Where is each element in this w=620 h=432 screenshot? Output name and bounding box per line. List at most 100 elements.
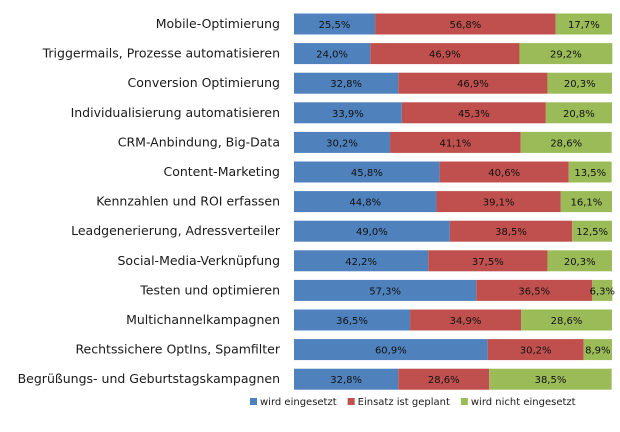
data-label: 32,8% — [330, 79, 362, 90]
bar-segment — [476, 279, 593, 301]
data-label: 6,3% — [590, 286, 615, 297]
bar-segment — [560, 191, 612, 213]
data-label: 20,8% — [563, 109, 595, 120]
legend-swatch — [347, 398, 355, 405]
legend-item: Einsatz ist geplant — [358, 397, 450, 408]
data-label: 36,5% — [336, 316, 368, 327]
legend-swatch — [250, 398, 257, 405]
category-label: Social-Media-Verknüpfung — [118, 253, 281, 268]
bar-segment — [294, 220, 450, 242]
data-label: 30,2% — [326, 138, 358, 149]
data-label: 38,5% — [535, 375, 567, 386]
category-label: Rechtssichere OptIns, Spamfilter — [75, 342, 280, 357]
bar-segment — [547, 72, 612, 94]
bar-segment — [294, 131, 391, 153]
data-label: 38,5% — [495, 227, 527, 238]
bar-segment — [401, 102, 546, 124]
bar-segment — [370, 43, 520, 65]
category-label: Conversion Optimierung — [128, 75, 280, 90]
bar-segment — [294, 72, 399, 94]
legend-swatch — [460, 398, 468, 405]
bar-segment — [294, 102, 402, 124]
bar-segment — [294, 339, 488, 361]
data-label: 8,9% — [585, 346, 610, 357]
bar-segment — [375, 13, 556, 35]
bar-segment — [449, 220, 573, 242]
data-label: 37,5% — [472, 257, 504, 268]
category-label: Testen und optimieren — [139, 282, 280, 297]
bar-segment — [487, 339, 584, 361]
data-label: 17,7% — [568, 20, 600, 31]
legend-item: wird nicht eingesetzt — [471, 397, 576, 408]
data-label: 49,0% — [356, 227, 388, 238]
bar-segment — [439, 161, 569, 183]
bar-segment — [489, 368, 612, 390]
data-label: 20,3% — [564, 257, 596, 268]
data-label: 44,8% — [349, 198, 381, 209]
bar-segment — [519, 43, 613, 65]
data-label: 46,9% — [457, 79, 489, 90]
data-label: 30,2% — [520, 346, 552, 357]
data-label: 20,3% — [564, 79, 596, 90]
data-label: 46,9% — [429, 50, 461, 61]
category-labels: Mobile-Optimierung Triggermails, Prozesse… — [18, 16, 281, 386]
data-label: 60,9% — [375, 346, 407, 357]
bar-segment — [520, 131, 612, 153]
bars — [294, 13, 613, 390]
data-label: 41,1% — [439, 138, 471, 149]
bar-segment — [390, 131, 521, 153]
data-label: 39,1% — [483, 198, 515, 209]
data-labels: 25,5% 56,8% 17,7% 24,0% 46,9% 29,2% 32,8% 46,9%… — [316, 20, 615, 386]
bar-segment — [547, 250, 612, 272]
bar-segment — [294, 250, 429, 272]
category-label: Individualisierung automatisieren — [71, 105, 280, 120]
category-label: Leadgenerierung, Adressverteiler — [71, 223, 281, 238]
category-label: Content-Marketing — [163, 164, 280, 179]
bar-segment — [568, 161, 612, 183]
data-label: 34,9% — [450, 316, 482, 327]
data-label: 29,2% — [550, 50, 582, 61]
bar-segment — [592, 279, 613, 301]
data-label: 25,5% — [319, 20, 351, 31]
category-label: Kennzahlen und ROI erfassen — [96, 194, 280, 209]
category-label: Begrüßungs- und Geburtstagskampagnen — [18, 371, 280, 386]
data-label: 45,8% — [351, 168, 383, 179]
bar-segment — [428, 250, 548, 272]
legend: wird eingesetzt Einsatz ist geplant wird n… — [250, 397, 576, 408]
data-label: 28,6% — [428, 375, 460, 386]
bar-segment — [398, 72, 548, 94]
data-label: 33,9% — [332, 109, 364, 120]
bar-segment — [294, 161, 440, 183]
data-label: 42,2% — [345, 257, 377, 268]
data-label: 12,5% — [576, 227, 608, 238]
bar-segment — [294, 309, 411, 331]
data-label: 56,8% — [450, 20, 482, 31]
data-label: 28,6% — [551, 316, 583, 327]
bar-segment — [572, 220, 612, 242]
category-label: CRM-Anbindung, Big-Data — [118, 134, 280, 149]
data-label: 28,6% — [550, 138, 582, 149]
category-label: Mobile-Optimierung — [156, 16, 280, 31]
category-label: Multichannelkampagnen — [126, 312, 280, 327]
bar-segment — [521, 309, 612, 331]
bar-segment — [436, 191, 561, 213]
data-label: 16,1% — [571, 198, 603, 209]
category-label: Triggermails, Prozesse automatisieren — [42, 46, 280, 61]
bar-segment — [294, 279, 477, 301]
data-label: 36,5% — [518, 286, 550, 297]
legend-item: wird eingesetzt — [260, 397, 337, 408]
bar-segment — [555, 13, 612, 35]
data-label: 45,3% — [458, 109, 490, 120]
bar-segment — [294, 191, 437, 213]
bar-segment — [294, 368, 399, 390]
data-label: 32,8% — [330, 375, 362, 386]
bar-segment — [294, 43, 371, 65]
bar-segment — [583, 339, 612, 361]
data-label: 13,5% — [574, 168, 606, 179]
bar-segment — [398, 368, 490, 390]
data-label: 40,6% — [488, 168, 520, 179]
data-label: 24,0% — [316, 50, 348, 61]
data-label: 57,3% — [369, 286, 401, 297]
bar-segment — [410, 309, 522, 331]
